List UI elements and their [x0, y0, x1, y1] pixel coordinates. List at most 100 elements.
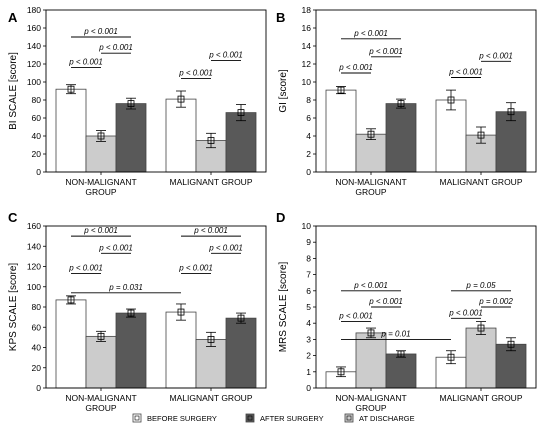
p-value-label: p = 0.002 — [478, 297, 513, 306]
bar — [85, 335, 117, 389]
bar — [495, 343, 527, 389]
y-tick-label: 180 — [27, 5, 41, 15]
y-tick-label: 8 — [306, 95, 311, 105]
mean-marker — [337, 86, 345, 94]
x-tick-label: MALIGNANT GROUP — [440, 177, 523, 187]
legend-swatch — [132, 413, 142, 423]
panel-letter: B — [276, 10, 285, 25]
bar — [325, 89, 357, 173]
plot-frame — [315, 9, 537, 173]
p-value-label: p = 0.031 — [108, 283, 143, 292]
mean-marker — [97, 132, 105, 140]
mean-marker — [97, 332, 105, 340]
legend-marker — [247, 415, 253, 421]
bar — [385, 353, 417, 389]
mean-marker — [367, 329, 375, 337]
bar — [55, 299, 87, 389]
bar — [225, 112, 257, 173]
y-tick-label: 12 — [302, 59, 312, 69]
bar — [435, 99, 467, 173]
y-tick-label: 100 — [27, 282, 41, 292]
y-tick-label: 3 — [306, 334, 311, 344]
panel-b: B 0 2 4 6 8 10 12 14 16 18 GI [score] NON-MALIGNANT G… — [276, 5, 537, 197]
x-tick-label: MALIGNANT GROUP — [170, 393, 253, 403]
mean-marker — [207, 335, 215, 343]
mean-marker — [477, 324, 485, 332]
y-tick-label: 60 — [32, 322, 42, 332]
p-value-label: p < 0.001 — [83, 27, 118, 36]
plot-frame — [45, 225, 267, 389]
mean-marker — [367, 130, 375, 138]
legend-label: AFTER SURGERY — [260, 414, 324, 423]
y-tick-label: 1 — [306, 367, 311, 377]
y-tick-label: 40 — [32, 343, 42, 353]
y-tick-label: 0 — [306, 167, 311, 177]
y-tick-label: 18 — [302, 5, 312, 15]
legend-marker — [134, 415, 140, 421]
bar — [195, 338, 227, 389]
p-value-label: p < 0.001 — [68, 264, 103, 273]
y-tick-label: 10 — [302, 77, 312, 87]
x-tick-label: NON-MALIGNANT GROUP — [65, 177, 136, 197]
bar — [115, 312, 147, 389]
x-tick-label: NON-MALIGNANT GROUP — [65, 393, 136, 413]
bar — [115, 103, 147, 173]
p-value-label: p < 0.001 — [83, 226, 118, 235]
plot-frame — [45, 9, 267, 173]
panel-letter: A — [8, 10, 18, 25]
p-value-label: p < 0.001 — [98, 43, 133, 52]
y-axis-label: KPS SCALE [score] — [8, 263, 19, 352]
y-tick-label: 2 — [306, 351, 311, 361]
y-tick-label: 120 — [27, 262, 41, 272]
legend-swatch — [245, 413, 255, 423]
x-tick-label: NON-MALIGNANT GROUP — [335, 393, 406, 413]
x-tick-label: MALIGNANT GROUP — [440, 393, 523, 403]
mean-marker — [177, 308, 185, 316]
y-tick-label: 4 — [306, 131, 311, 141]
y-tick-label: 2 — [306, 149, 311, 159]
p-value-label: p < 0.001 — [368, 297, 403, 306]
p-value-label: p < 0.001 — [178, 264, 213, 273]
y-tick-label: 20 — [32, 363, 42, 373]
panel-d: D 0 1 2 3 4 5 6 7 8 9 10 MRS SCALE [score] NON-MALIGN… — [276, 210, 537, 413]
y-tick-label: 140 — [27, 241, 41, 251]
y-tick-label: 80 — [32, 302, 42, 312]
panel-a: A 0 20 40 60 80 100 120 140 160 180 BI SCALE [score… — [8, 5, 267, 197]
panel-letter: D — [276, 210, 285, 225]
y-axis-label: BI SCALE [score] — [8, 52, 19, 130]
y-tick-label: 0 — [36, 167, 41, 177]
p-value-label: p = 0.05 — [465, 281, 496, 290]
legend-marker — [346, 415, 352, 421]
mean-marker — [67, 296, 75, 304]
y-tick-label: 160 — [27, 221, 41, 231]
bar — [225, 317, 257, 389]
p-value-label: p < 0.001 — [208, 243, 243, 252]
y-tick-label: 80 — [32, 95, 42, 105]
y-tick-label: 14 — [302, 41, 312, 51]
bar — [165, 98, 197, 173]
y-axis-label: MRS SCALE [score] — [278, 261, 289, 352]
y-tick-label: 0 — [306, 383, 311, 393]
mean-marker — [337, 368, 345, 376]
legend-label: BEFORE SURGERY — [147, 414, 217, 423]
bar — [495, 111, 527, 173]
mean-marker — [207, 137, 215, 144]
y-tick-label: 6 — [306, 286, 311, 296]
bar — [165, 311, 197, 389]
legend-label: AT DISCHARGE — [359, 414, 415, 423]
y-tick-label: 8 — [306, 253, 311, 263]
y-tick-label: 0 — [36, 383, 41, 393]
p-value-label: p < 0.001 — [338, 63, 373, 72]
p-value-label: p < 0.001 — [98, 243, 133, 252]
p-value-label: p < 0.001 — [338, 312, 373, 321]
panel-c: C 0 20 40 60 80 100 120 140 160 KPS SCALE [score] N… — [8, 210, 267, 413]
mean-marker — [127, 309, 135, 317]
y-tick-label: 10 — [302, 221, 312, 231]
p-value-label: p < 0.001 — [208, 50, 243, 59]
p-value-label: p < 0.001 — [448, 68, 483, 77]
p-value-label: p < 0.001 — [68, 58, 103, 67]
plot-frame — [315, 225, 537, 389]
y-tick-label: 7 — [306, 270, 311, 280]
y-tick-label: 120 — [27, 59, 41, 69]
